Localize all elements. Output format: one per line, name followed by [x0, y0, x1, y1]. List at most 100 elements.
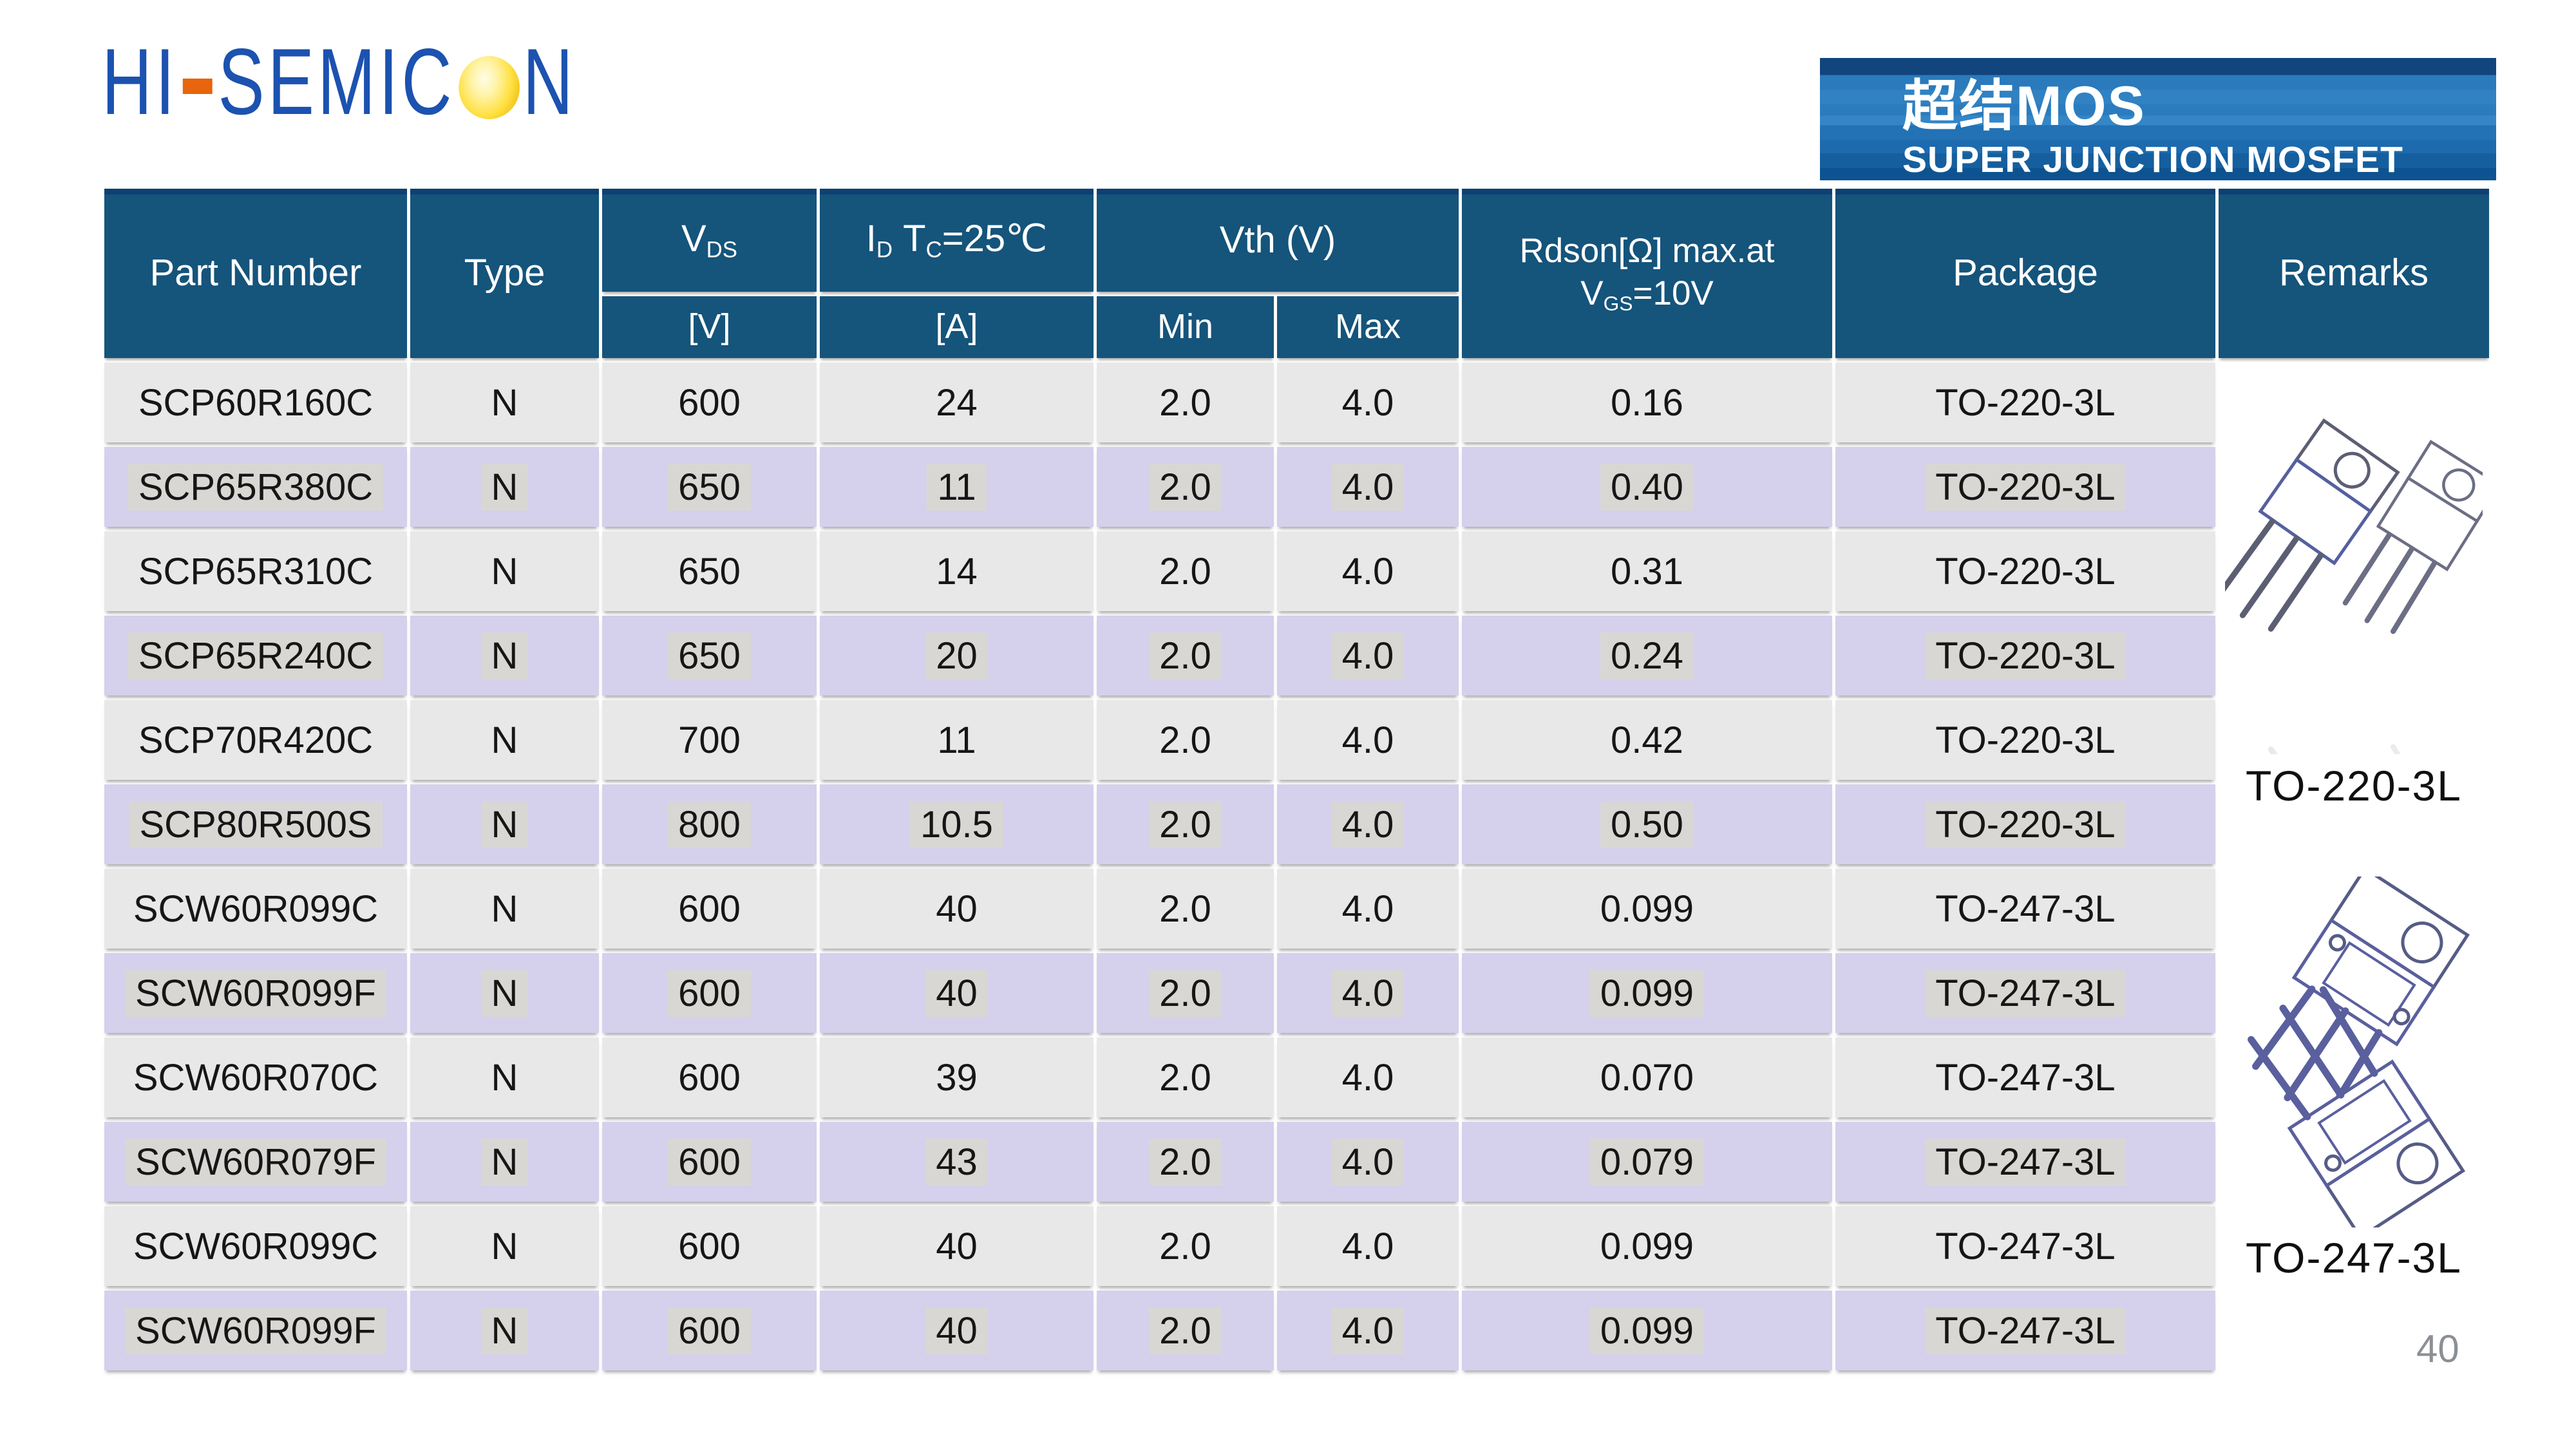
column-header-vth: Vth (V) [1097, 189, 1459, 292]
cell-package: TO-220-3L [1835, 784, 2215, 864]
cell-vds: 600 [602, 363, 817, 442]
cell-id: 40 [820, 1206, 1094, 1286]
cell-vth-max: 4.0 [1277, 700, 1459, 780]
cell-rdson: 0.40 [1462, 447, 1832, 527]
cell-vth-max: 4.0 [1277, 531, 1459, 611]
cell-vth-max: 4.0 [1277, 1291, 1459, 1370]
column-header-vds-unit: [V] [602, 296, 817, 358]
column-header-vth-max: Max [1277, 296, 1459, 358]
cell-vth-max: 4.0 [1277, 784, 1459, 864]
cell-type: N [410, 1037, 599, 1117]
cell-package: TO-247-3L [1835, 1206, 2215, 1286]
cell-vth-min: 2.0 [1097, 700, 1274, 780]
cell-vth-min: 2.0 [1097, 363, 1274, 442]
cell-package: TO-220-3L [1835, 700, 2215, 780]
cell-id: 20 [820, 616, 1094, 696]
logo-text-semic: SEMIC [218, 29, 455, 134]
cell-vth-max: 4.0 [1277, 447, 1459, 527]
cell-package: TO-247-3L [1835, 1037, 2215, 1117]
cell-type: N [410, 531, 599, 611]
logo-sun-ball-icon [459, 56, 520, 119]
cell-vth-min: 2.0 [1097, 447, 1274, 527]
cell-vth-min: 2.0 [1097, 531, 1274, 611]
cell-vth-min: 2.0 [1097, 1037, 1274, 1117]
cell-type: N [410, 363, 599, 442]
cell-id: 40 [820, 953, 1094, 1033]
cell-part-number: SCP60R160C [104, 363, 407, 442]
cell-rdson: 0.31 [1462, 531, 1832, 611]
cell-type: N [410, 447, 599, 527]
cell-rdson: 0.24 [1462, 616, 1832, 696]
column-header-id-unit: [A] [820, 296, 1094, 358]
cell-part-number: SCW60R099F [104, 953, 407, 1033]
column-header-vds: VDS [602, 189, 817, 292]
logo-text-n: N [522, 29, 576, 134]
cell-vds: 650 [602, 616, 817, 696]
cell-id: 24 [820, 363, 1094, 442]
title-banner: 超结MOS SUPER JUNCTION MOSFET [1820, 58, 2496, 180]
cell-vth-min: 2.0 [1097, 616, 1274, 696]
cell-vth-max: 4.0 [1277, 616, 1459, 696]
cell-package: TO-247-3L [1835, 1122, 2215, 1202]
cell-rdson: 0.070 [1462, 1037, 1832, 1117]
cell-type: N [410, 700, 599, 780]
cell-package: TO-247-3L [1835, 1291, 2215, 1370]
column-header-remarks: Remarks [2219, 189, 2489, 358]
cell-rdson: 0.16 [1462, 363, 1832, 442]
cell-rdson: 0.099 [1462, 1291, 1832, 1370]
cell-vds: 650 [602, 531, 817, 611]
cell-rdson: 0.50 [1462, 784, 1832, 864]
cell-vth-max: 4.0 [1277, 869, 1459, 949]
cell-package: TO-220-3L [1835, 447, 2215, 527]
cell-package: TO-220-3L [1835, 616, 2215, 696]
column-header-package: Package [1835, 189, 2215, 358]
cell-vds: 600 [602, 1206, 817, 1286]
cell-vth-min: 2.0 [1097, 1291, 1274, 1370]
cell-vth-max: 4.0 [1277, 1122, 1459, 1202]
to-247-package-illustration [2248, 876, 2470, 1227]
to-220-package-illustration [2225, 418, 2483, 754]
cell-id: 10.5 [820, 784, 1094, 864]
cell-package: TO-220-3L [1835, 363, 2215, 442]
cell-vth-max: 4.0 [1277, 1206, 1459, 1286]
company-logo: HI SEMIC N [102, 35, 576, 129]
cell-type: N [410, 784, 599, 864]
to-220-label: TO-220-3L [2246, 762, 2462, 810]
cell-id: 14 [820, 531, 1094, 611]
cell-id: 40 [820, 869, 1094, 949]
cell-vth-min: 2.0 [1097, 784, 1274, 864]
cell-rdson: 0.099 [1462, 869, 1832, 949]
cell-id: 40 [820, 1291, 1094, 1370]
cell-part-number: SCP80R500S [104, 784, 407, 864]
cell-package: TO-247-3L [1835, 953, 2215, 1033]
cell-vth-max: 4.0 [1277, 1037, 1459, 1117]
cell-type: N [410, 953, 599, 1033]
cell-part-number: SCW60R070C [104, 1037, 407, 1117]
column-header-vth-min: Min [1097, 296, 1274, 358]
cell-part-number: SCP70R420C [104, 700, 407, 780]
cell-part-number: SCW60R099C [104, 869, 407, 949]
column-header-part-number: Part Number [104, 189, 407, 358]
cell-type: N [410, 869, 599, 949]
cell-part-number: SCP65R240C [104, 616, 407, 696]
cell-vth-max: 4.0 [1277, 953, 1459, 1033]
cell-part-number: SCW60R099F [104, 1291, 407, 1370]
cell-vds: 600 [602, 953, 817, 1033]
page-number: 40 [2416, 1327, 2459, 1370]
column-header-id: ID TC=25℃ [820, 189, 1094, 292]
cell-package: TO-247-3L [1835, 869, 2215, 949]
cell-vth-min: 2.0 [1097, 1122, 1274, 1202]
to-247-label: TO-247-3L [2246, 1234, 2462, 1282]
cell-vth-min: 2.0 [1097, 1206, 1274, 1286]
cell-id: 11 [820, 447, 1094, 527]
cell-part-number: SCP65R380C [104, 447, 407, 527]
column-header-type: Type [410, 189, 599, 358]
cell-vds: 600 [602, 1291, 817, 1370]
cell-vds: 650 [602, 447, 817, 527]
remarks-panel: TO-220-3L [2219, 363, 2489, 1370]
cell-vds: 600 [602, 1037, 817, 1117]
cell-id: 39 [820, 1037, 1094, 1117]
cell-vds: 800 [602, 784, 817, 864]
cell-id: 43 [820, 1122, 1094, 1202]
